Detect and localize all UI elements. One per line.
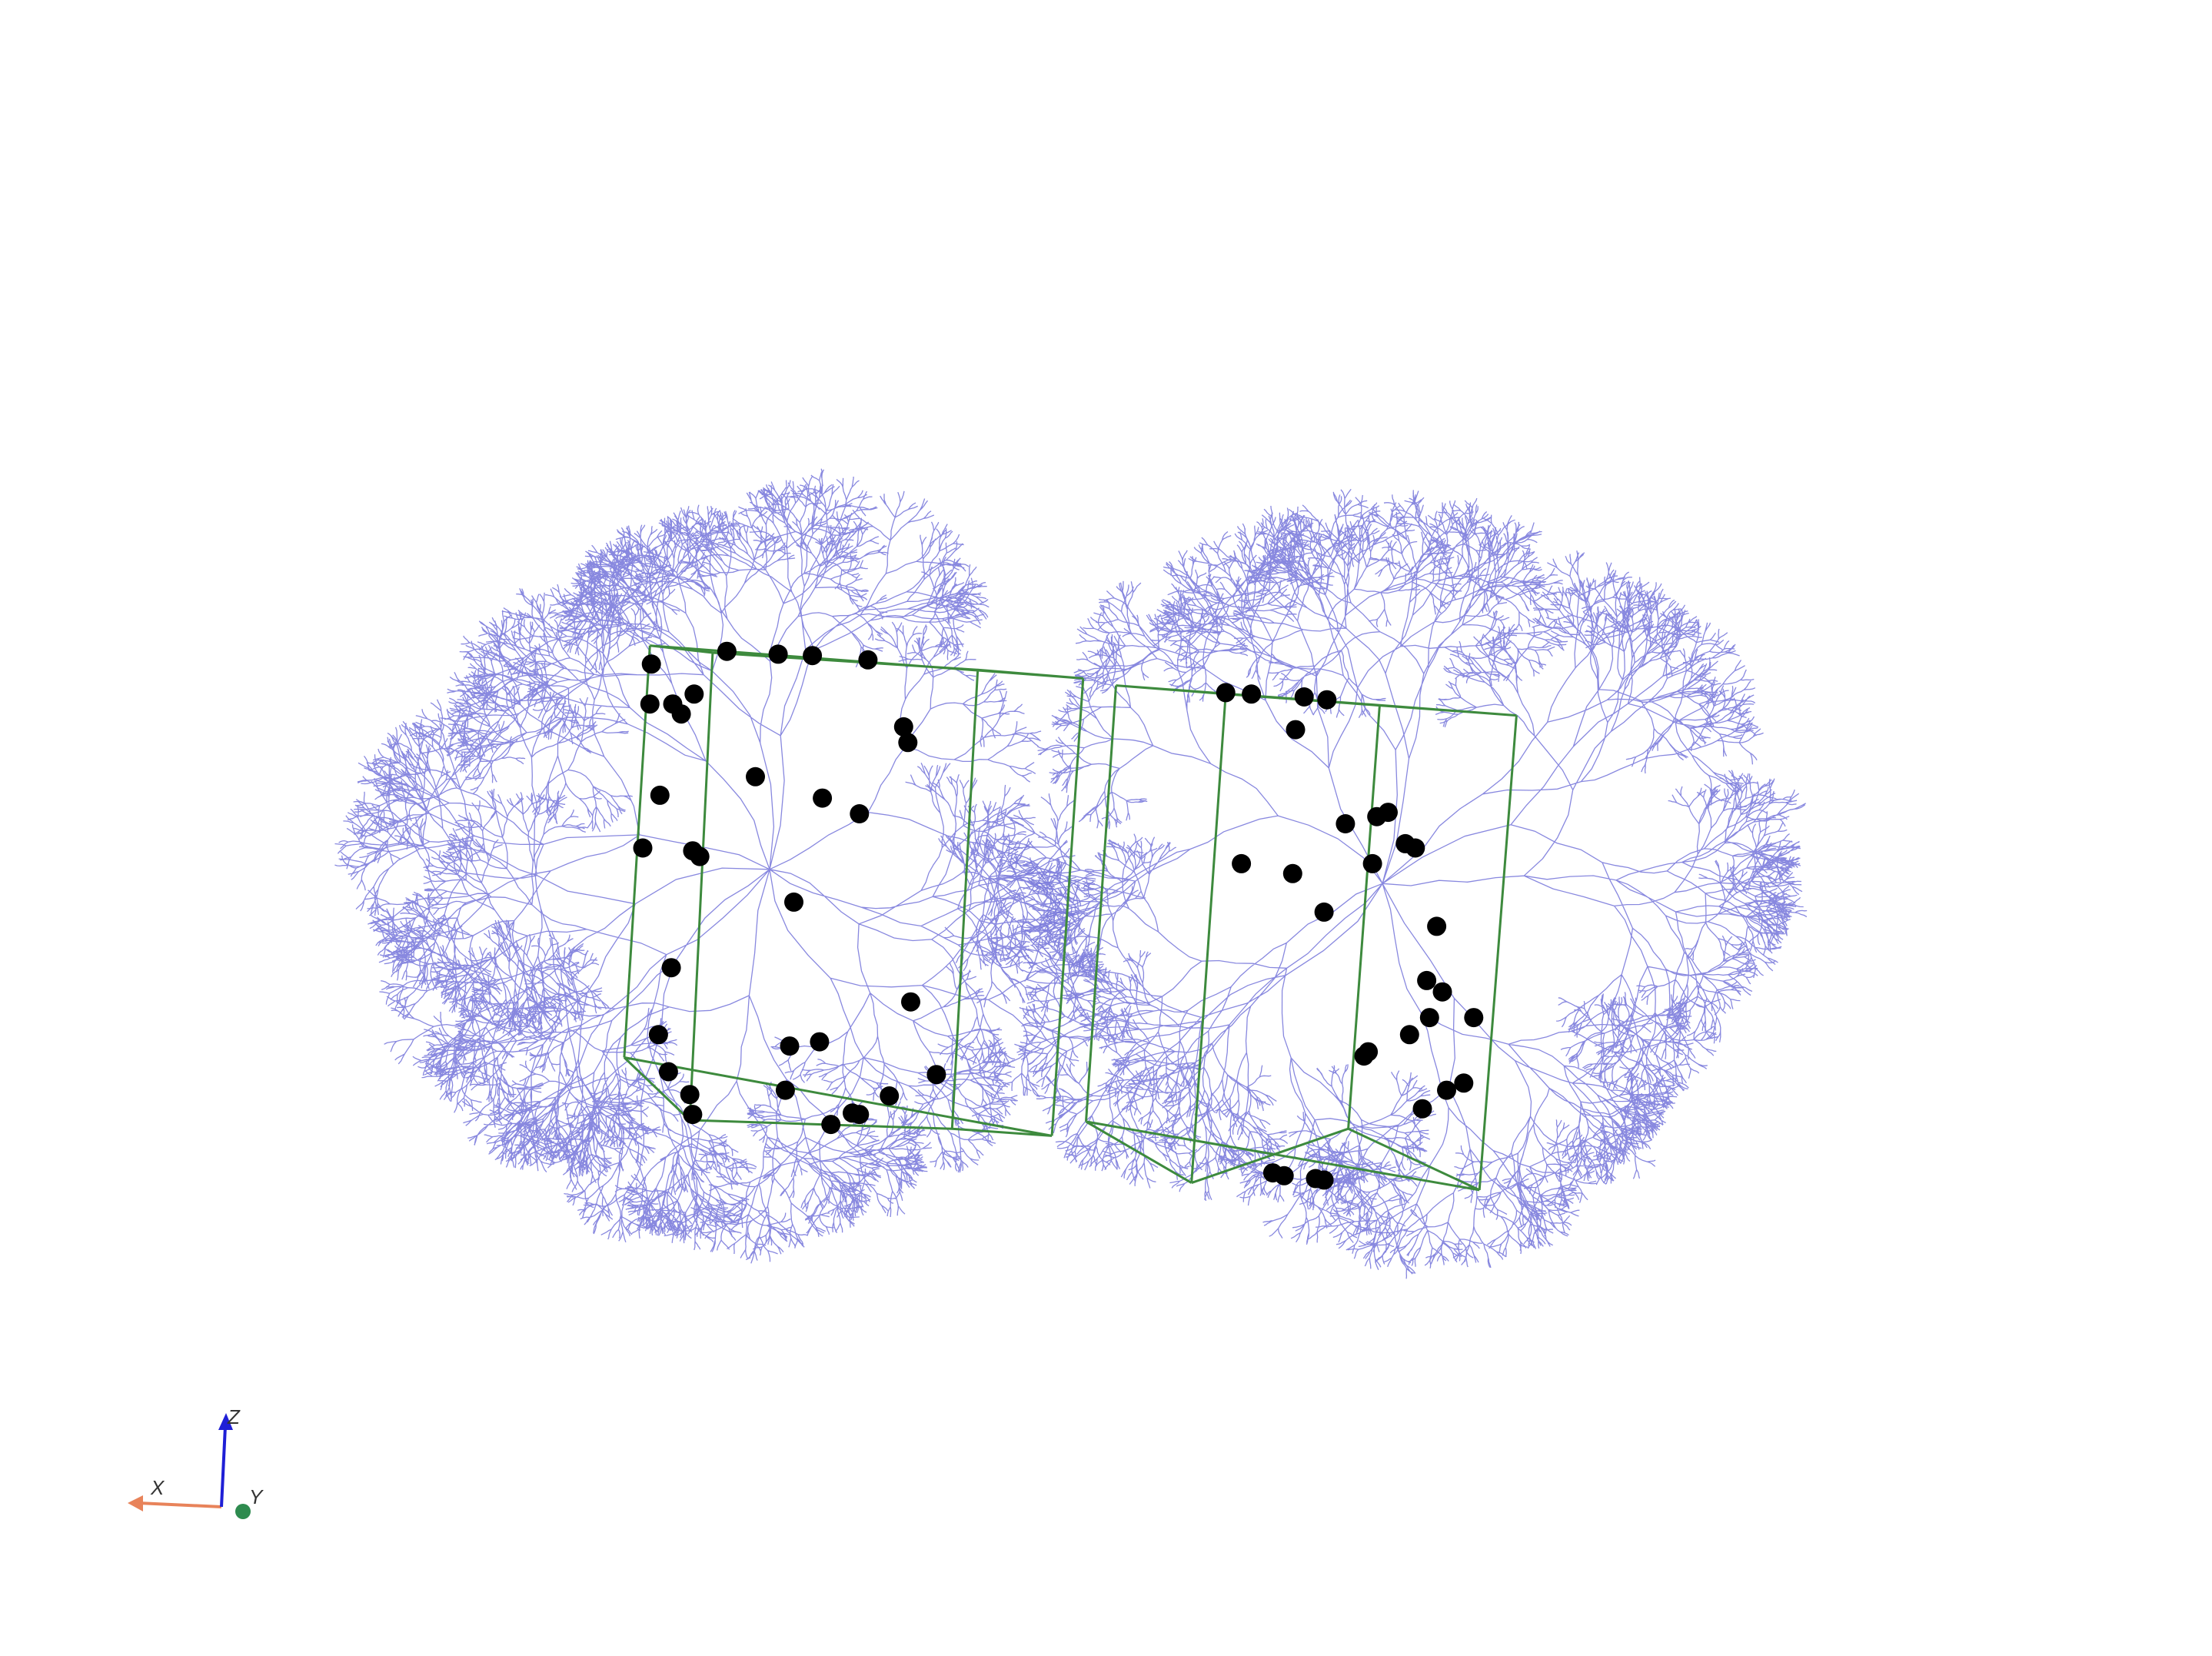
synapse-dot — [648, 1025, 668, 1045]
synapse-dot — [803, 646, 823, 666]
x-axis-label: X — [150, 1476, 165, 1499]
synapse-dot — [640, 694, 660, 714]
synapse-dot — [1405, 838, 1425, 858]
synapse-dot — [1412, 1099, 1432, 1119]
synapse-dot — [1379, 803, 1398, 823]
synapse-dot — [775, 1080, 795, 1100]
synapse-dot — [650, 785, 670, 805]
synapse-dot — [850, 804, 870, 823]
orientation-axes-widget: X Z Y — [128, 1405, 264, 1519]
synapse-dot — [810, 1032, 830, 1052]
synapse-dot — [1454, 1073, 1474, 1093]
synapse-dot — [1317, 690, 1337, 710]
z-axis-line — [220, 1425, 227, 1508]
synapse-dot — [1417, 970, 1437, 990]
neuron-right-dendrites — [1002, 488, 1808, 1279]
synapse-dot — [1314, 902, 1334, 922]
synapse-dot — [1286, 720, 1306, 740]
synapse-dot — [717, 641, 737, 661]
synapse-dot — [813, 788, 833, 808]
synapse-dot — [858, 650, 878, 670]
synapse-dot — [1399, 1025, 1419, 1045]
x-axis-arrowhead — [128, 1495, 143, 1511]
synapse-dot — [898, 733, 918, 753]
synapse-dot — [683, 1105, 703, 1125]
synapse-dot — [1232, 853, 1252, 873]
synapse-dot — [850, 1105, 870, 1125]
synapse-dot — [1336, 814, 1355, 833]
synapse-dot — [1314, 1170, 1334, 1190]
synapse-dot — [768, 644, 788, 664]
z-axis-arrowhead — [218, 1413, 233, 1430]
synapse-dot — [684, 684, 704, 704]
synapse-dot — [780, 1036, 800, 1056]
synapse-dot — [784, 892, 803, 912]
y-axis-label: Y — [249, 1485, 264, 1508]
z-axis-label: Z — [227, 1405, 241, 1428]
synapse-dot — [633, 838, 653, 858]
synapse-dot — [880, 1086, 900, 1106]
synapse-dot — [901, 992, 920, 1012]
synapse-dot — [893, 717, 913, 737]
synapse-dot — [1359, 1042, 1379, 1062]
synapse-dot — [1427, 916, 1447, 936]
synapse-dot — [1282, 863, 1302, 883]
x-axis-line — [138, 1501, 222, 1508]
synapse-dot — [1216, 683, 1236, 703]
y-axis-dot — [235, 1504, 251, 1519]
synapse-dot — [671, 704, 691, 724]
synapse-markers — [633, 641, 1484, 1190]
synapse-dot — [1432, 982, 1452, 1002]
synapse-dot — [661, 958, 681, 978]
synapse-dot — [690, 846, 710, 866]
synapse-dot — [1242, 684, 1262, 704]
synapse-dot — [680, 1085, 700, 1105]
synapse-dot — [926, 1065, 946, 1085]
synapse-dot — [658, 1062, 678, 1082]
synapse-dot — [641, 654, 661, 674]
synapse-dot — [1362, 853, 1382, 873]
synapse-dot — [746, 766, 765, 786]
synapse-dot — [1464, 1008, 1484, 1028]
synapse-dot — [1294, 687, 1314, 707]
synapse-dot — [1274, 1166, 1294, 1185]
synapse-dot — [1437, 1080, 1456, 1100]
neuron-left-dendrites — [334, 468, 1107, 1264]
synapse-dot — [821, 1115, 841, 1135]
synapse-dot — [1419, 1008, 1439, 1028]
